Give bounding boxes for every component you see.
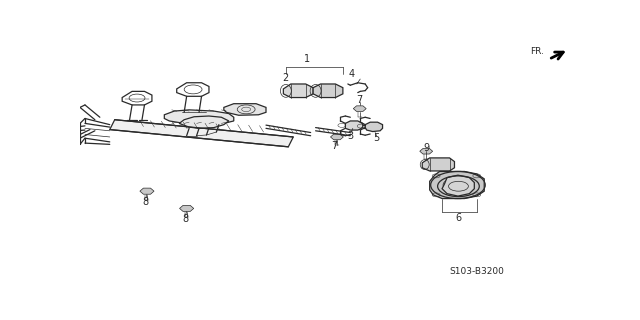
Text: 4: 4 xyxy=(349,69,355,79)
Text: 1: 1 xyxy=(304,54,310,64)
Text: 8: 8 xyxy=(182,214,188,224)
Text: 5: 5 xyxy=(373,133,380,143)
Text: 8: 8 xyxy=(143,197,148,207)
Text: 7: 7 xyxy=(332,141,337,151)
Polygon shape xyxy=(140,188,154,194)
Polygon shape xyxy=(330,134,344,140)
Text: 6: 6 xyxy=(455,213,461,223)
Polygon shape xyxy=(179,116,229,128)
Text: 3: 3 xyxy=(348,131,353,141)
Text: 7: 7 xyxy=(356,94,363,105)
Circle shape xyxy=(452,182,464,188)
Polygon shape xyxy=(313,84,343,98)
Text: S103-B3200: S103-B3200 xyxy=(449,267,504,276)
Polygon shape xyxy=(429,172,484,198)
Polygon shape xyxy=(284,84,313,98)
Polygon shape xyxy=(442,175,474,196)
Polygon shape xyxy=(365,122,383,132)
Polygon shape xyxy=(346,121,363,130)
Text: 9: 9 xyxy=(423,143,429,153)
Polygon shape xyxy=(353,106,366,111)
Polygon shape xyxy=(110,120,293,147)
Polygon shape xyxy=(180,205,194,212)
Polygon shape xyxy=(422,158,454,171)
Polygon shape xyxy=(420,148,433,154)
Polygon shape xyxy=(224,104,266,115)
Polygon shape xyxy=(164,110,234,124)
Text: 2: 2 xyxy=(283,73,289,83)
Text: FR.: FR. xyxy=(530,47,544,56)
